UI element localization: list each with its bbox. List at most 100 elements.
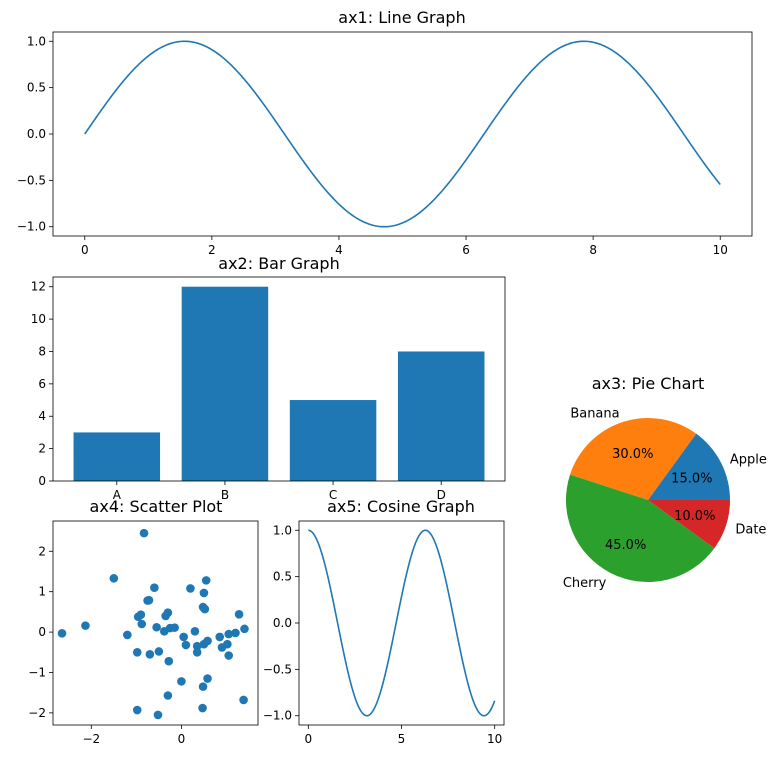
ax3-slice-date [648, 500, 730, 549]
ax4-point [150, 583, 159, 592]
ax2-bar-c [289, 400, 377, 481]
ax4-point [123, 630, 132, 640]
ax2-bar-a [73, 432, 161, 481]
ax2-xtick-label: D [437, 488, 446, 502]
ax2-title: ax2: Bar Graph [218, 254, 339, 273]
ax4-point [234, 610, 244, 619]
ax5-title: ax5: Cosine Graph [327, 497, 475, 516]
ax4-point [199, 588, 209, 598]
ax3-slice-apple [648, 433, 730, 500]
ax2-bar-graph: ax2: Bar Graph A B C D 0 2 4 6 8 10 12 [31, 254, 506, 502]
ax4-point [239, 695, 248, 705]
ax2-ytick-label: 12 [31, 280, 46, 294]
ax2-frame [52, 276, 506, 482]
ax2-ytick-label: 0 [38, 474, 46, 488]
ax3-slice-label: Date [735, 522, 766, 537]
ax4-point [181, 640, 191, 650]
ax4-point [81, 621, 90, 630]
ax2-bar-b [181, 286, 269, 481]
ax4-point [163, 691, 173, 700]
ax1-xtick-label: 6 [462, 243, 470, 257]
ax4-point [224, 651, 234, 660]
ax2-ytick-label: 6 [38, 377, 46, 391]
ax3-slice-label: Banana [570, 407, 619, 422]
ax4-point [139, 528, 149, 538]
ax1-title: ax1: Line Graph [338, 8, 465, 27]
ax3-pct-label: 45.0% [605, 538, 646, 553]
ax4-point [224, 629, 234, 639]
ax4-point [240, 624, 249, 634]
ax3-slice-banana [570, 418, 697, 500]
ax1-xtick-label: 10 [713, 243, 728, 257]
ax2-xtick-label: A [113, 488, 122, 502]
ax5-ytick-label: 0.5 [273, 570, 292, 584]
ax2-bar-d [397, 351, 485, 481]
ax4-point [109, 574, 119, 583]
ax2-xtick-label: B [221, 488, 229, 502]
ax3-pct-label: 10.0% [674, 509, 715, 524]
ax5-cosine-graph: ax5: Cosine Graph 0 5 10 −1.0 −0.5 0.0 0.5 1.0 [263, 497, 505, 746]
ax3-pie-chart: ax3: Pie Chart Apple 15.0% Banana 30.0% Cher… [563, 374, 767, 591]
ax3-title: ax3: Pie Chart [592, 374, 705, 393]
ax4-ytick-label: −2 [28, 706, 46, 720]
ax2-ytick-label: 10 [31, 312, 46, 326]
ax5-xtick-label: 10 [487, 732, 502, 746]
ax4-point [203, 636, 212, 646]
ax4-point [223, 639, 232, 649]
ax4-point [145, 650, 155, 659]
ax5-frame [298, 520, 505, 726]
ax4-ytick-label: 0 [38, 625, 46, 639]
ax5-ytick-label: −0.5 [263, 662, 292, 676]
ax3-slice-label: Cherry [563, 576, 607, 591]
ax2-xtick-label: C [329, 488, 337, 502]
ax1-series-line [84, 40, 721, 228]
ax3-slice-label: Apple [730, 452, 767, 467]
ax1-xtick-label: 8 [589, 243, 597, 257]
ax3-slice-cherry [565, 474, 715, 583]
ax4-point [192, 641, 202, 651]
ax4-point [136, 610, 146, 620]
ax4-point [152, 622, 161, 632]
ax4-point [192, 647, 202, 657]
ax4-xtick-label: 0 [178, 732, 186, 746]
ax5-ytick-label: 1.0 [273, 523, 292, 537]
ax4-point [153, 710, 163, 720]
ax1-line-graph: ax1: Line Graph 0 2 4 6 8 10 −1.0 −0.5 0.0 0.5 1.0 [17, 8, 753, 257]
ax4-point [132, 705, 142, 715]
ax4-point [161, 611, 170, 621]
ax1-ytick-label: 0.5 [27, 81, 46, 95]
ax1-xtick-label: 0 [81, 243, 89, 257]
ax1-xtick-label: 4 [335, 243, 343, 257]
ax5-ytick-label: 0.0 [273, 616, 292, 630]
ax4-point [164, 656, 174, 666]
ax4-point [154, 647, 164, 656]
ax4-point [203, 674, 212, 683]
ax4-point [200, 604, 210, 614]
ax4-point [57, 629, 67, 638]
ax4-xtick-label: −2 [82, 732, 100, 746]
ax4-point [137, 619, 147, 629]
ax2-ytick-label: 2 [38, 442, 46, 456]
ax4-scatter-plot: ax4: Scatter Plot −2 0 −2 −1 0 1 2 [28, 497, 259, 746]
ax5-ytick-label: −1.0 [263, 709, 292, 723]
ax1-ytick-label: 0.0 [27, 127, 46, 141]
ax3-pct-label: 30.0% [612, 447, 653, 462]
ax4-point [215, 632, 225, 642]
ax2-ytick-label: 8 [38, 344, 46, 358]
ax1-ytick-label: 1.0 [27, 34, 46, 48]
ax4-point [132, 647, 142, 657]
ax5-xtick-label: 0 [304, 732, 312, 746]
ax4-point [190, 626, 200, 636]
ax5-xtick-label: 5 [398, 732, 406, 746]
ax4-point [170, 623, 179, 632]
ax1-frame [52, 31, 753, 237]
ax4-frame [52, 520, 259, 726]
ax4-point [198, 703, 207, 713]
ax1-xtick-label: 2 [208, 243, 216, 257]
ax4-point [198, 682, 208, 691]
ax4-ytick-label: 2 [38, 544, 46, 558]
ax4-ytick-label: 1 [38, 585, 46, 599]
ax4-point [144, 595, 154, 605]
ax4-point [186, 584, 195, 593]
ax1-ytick-label: −1.0 [17, 220, 46, 234]
